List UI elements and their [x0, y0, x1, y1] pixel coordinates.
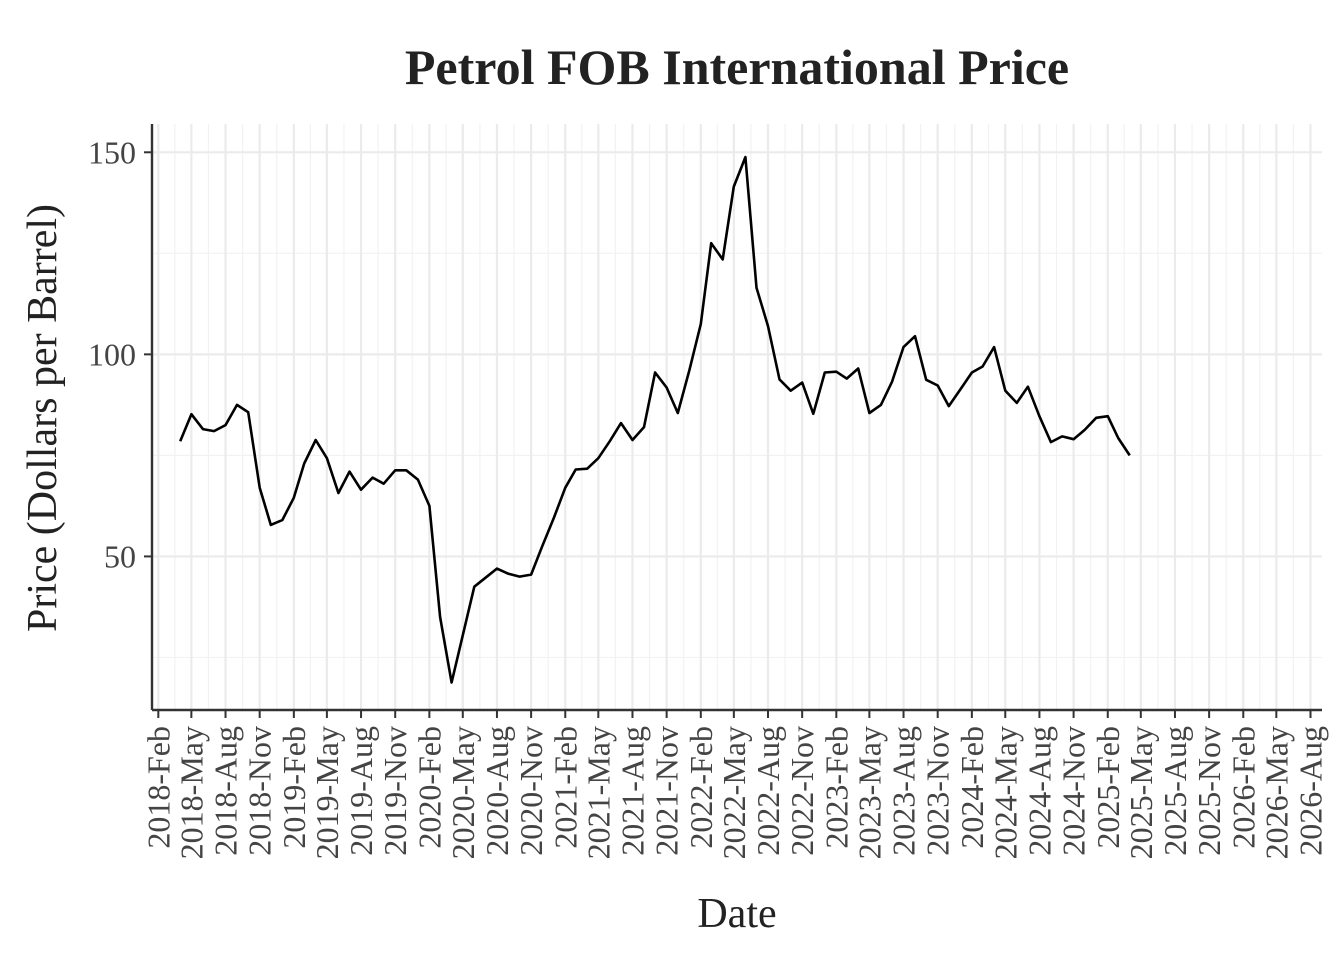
x-axis-title: Date: [697, 891, 776, 937]
x-tick-label: 2024-Feb: [954, 726, 990, 849]
x-tick-label: 2022-Nov: [784, 726, 820, 856]
y-tick-label: 50: [104, 538, 136, 574]
x-tick-label: 2024-Nov: [1056, 726, 1092, 856]
x-tick-label: 2021-Nov: [649, 726, 685, 856]
x-tick-label: 2025-Nov: [1191, 726, 1227, 856]
y-tick-label: 100: [88, 336, 136, 372]
x-tick-label: 2025-Aug: [1157, 726, 1193, 856]
x-tick-label: 2019-Aug: [343, 726, 379, 856]
price-series-line: [178, 155, 1131, 684]
y-tick-label: 150: [88, 134, 136, 170]
x-tick-label: 2019-Nov: [377, 726, 413, 856]
x-tick-label: 2021-May: [580, 726, 616, 859]
x-tick-label: 2020-Aug: [479, 726, 515, 856]
y-axis-ticks: 50 100 150: [88, 134, 152, 574]
x-tick-label: 2018-Aug: [208, 726, 244, 856]
x-tick-label: 2022-May: [716, 726, 752, 859]
x-tick-label: 2020-May: [445, 726, 481, 859]
x-tick-label: 2020-Nov: [513, 726, 549, 856]
x-tick-label: 2025-Feb: [1090, 726, 1126, 849]
x-tick-label: 2026-Feb: [1225, 726, 1261, 849]
x-tick-label: 2025-May: [1123, 726, 1159, 859]
x-axis-ticks: 2018-Feb2018-May2018-Aug2018-Nov2019-Feb…: [140, 710, 1328, 859]
x-tick-label: 2019-May: [309, 726, 345, 859]
x-tick-label: 2023-Aug: [886, 726, 922, 856]
x-tick-label: 2026-May: [1258, 726, 1294, 859]
minor-gridlines: [152, 124, 1322, 710]
x-tick-label: 2023-May: [851, 726, 887, 859]
major-gridlines: [152, 124, 1322, 710]
x-tick-label: 2026-Aug: [1292, 726, 1328, 856]
x-tick-label: 2021-Feb: [547, 726, 583, 849]
x-tick-label: 2023-Nov: [920, 726, 956, 856]
x-tick-label: 2024-Aug: [1021, 726, 1057, 856]
y-axis-title: Price (Dollars per Barrel): [20, 204, 66, 632]
x-tick-label: 2022-Feb: [683, 726, 719, 849]
x-tick-label: 2023-Feb: [818, 726, 854, 849]
x-tick-label: 2019-Feb: [276, 726, 312, 849]
x-tick-label: 2018-May: [173, 726, 209, 859]
x-tick-label: 2018-Nov: [242, 726, 278, 856]
x-tick-label: 2020-Feb: [411, 726, 447, 849]
x-tick-label: 2024-May: [987, 726, 1023, 859]
chart-title: Petrol FOB International Price: [405, 39, 1069, 95]
x-tick-label: 2022-Aug: [750, 726, 786, 856]
x-tick-label: 2018-Feb: [140, 726, 176, 849]
x-tick-label: 2021-Aug: [614, 726, 650, 856]
